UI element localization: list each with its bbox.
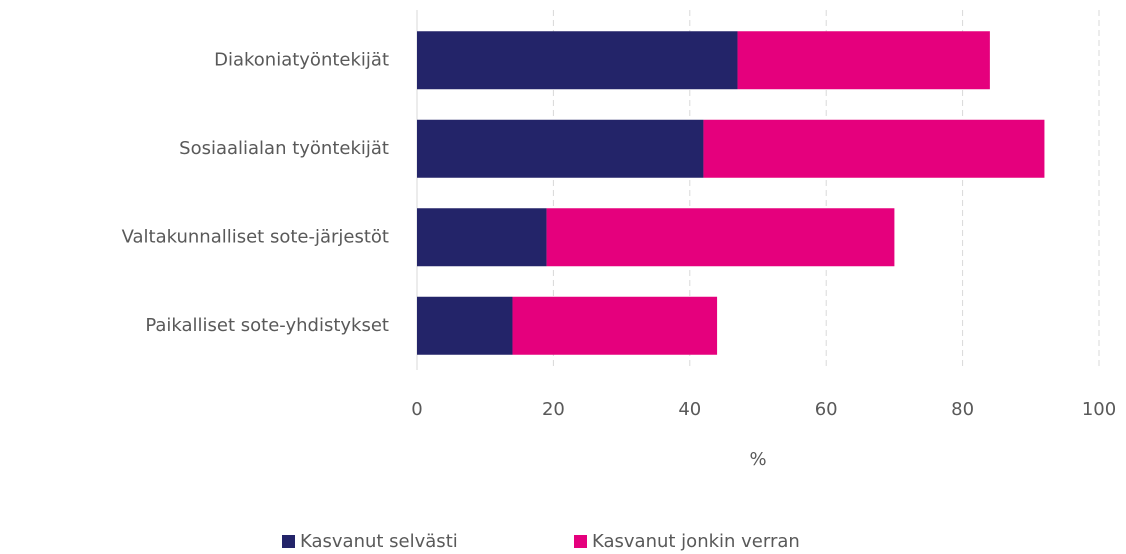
bar	[417, 31, 738, 90]
bar	[417, 296, 513, 355]
y-tick-label: Diakoniatyöntekijät	[214, 49, 389, 70]
legend-label: Kasvanut jonkin verran	[592, 531, 800, 552]
y-tick-label: Valtakunnalliset sote-järjestöt	[122, 226, 389, 247]
bar	[417, 208, 547, 267]
bar	[703, 119, 1045, 178]
x-axis-label: %	[749, 449, 766, 470]
legend-swatch	[574, 535, 587, 548]
bar	[737, 31, 990, 90]
legend-swatch	[282, 535, 295, 548]
legend-label: Kasvanut selvästi	[300, 531, 458, 552]
x-tick-label: 20	[542, 399, 565, 420]
x-tick-label: 80	[951, 399, 974, 420]
bar	[417, 119, 704, 178]
x-tick-label: 0	[411, 399, 422, 420]
y-tick-label: Sosiaalialan työntekijät	[179, 138, 389, 159]
bar	[546, 208, 895, 267]
bar	[512, 296, 718, 355]
x-tick-label: 60	[815, 399, 838, 420]
x-tick-label: 40	[678, 399, 701, 420]
y-tick-label: Paikalliset sote-yhdistykset	[145, 315, 389, 336]
x-tick-label: 100	[1082, 399, 1116, 420]
